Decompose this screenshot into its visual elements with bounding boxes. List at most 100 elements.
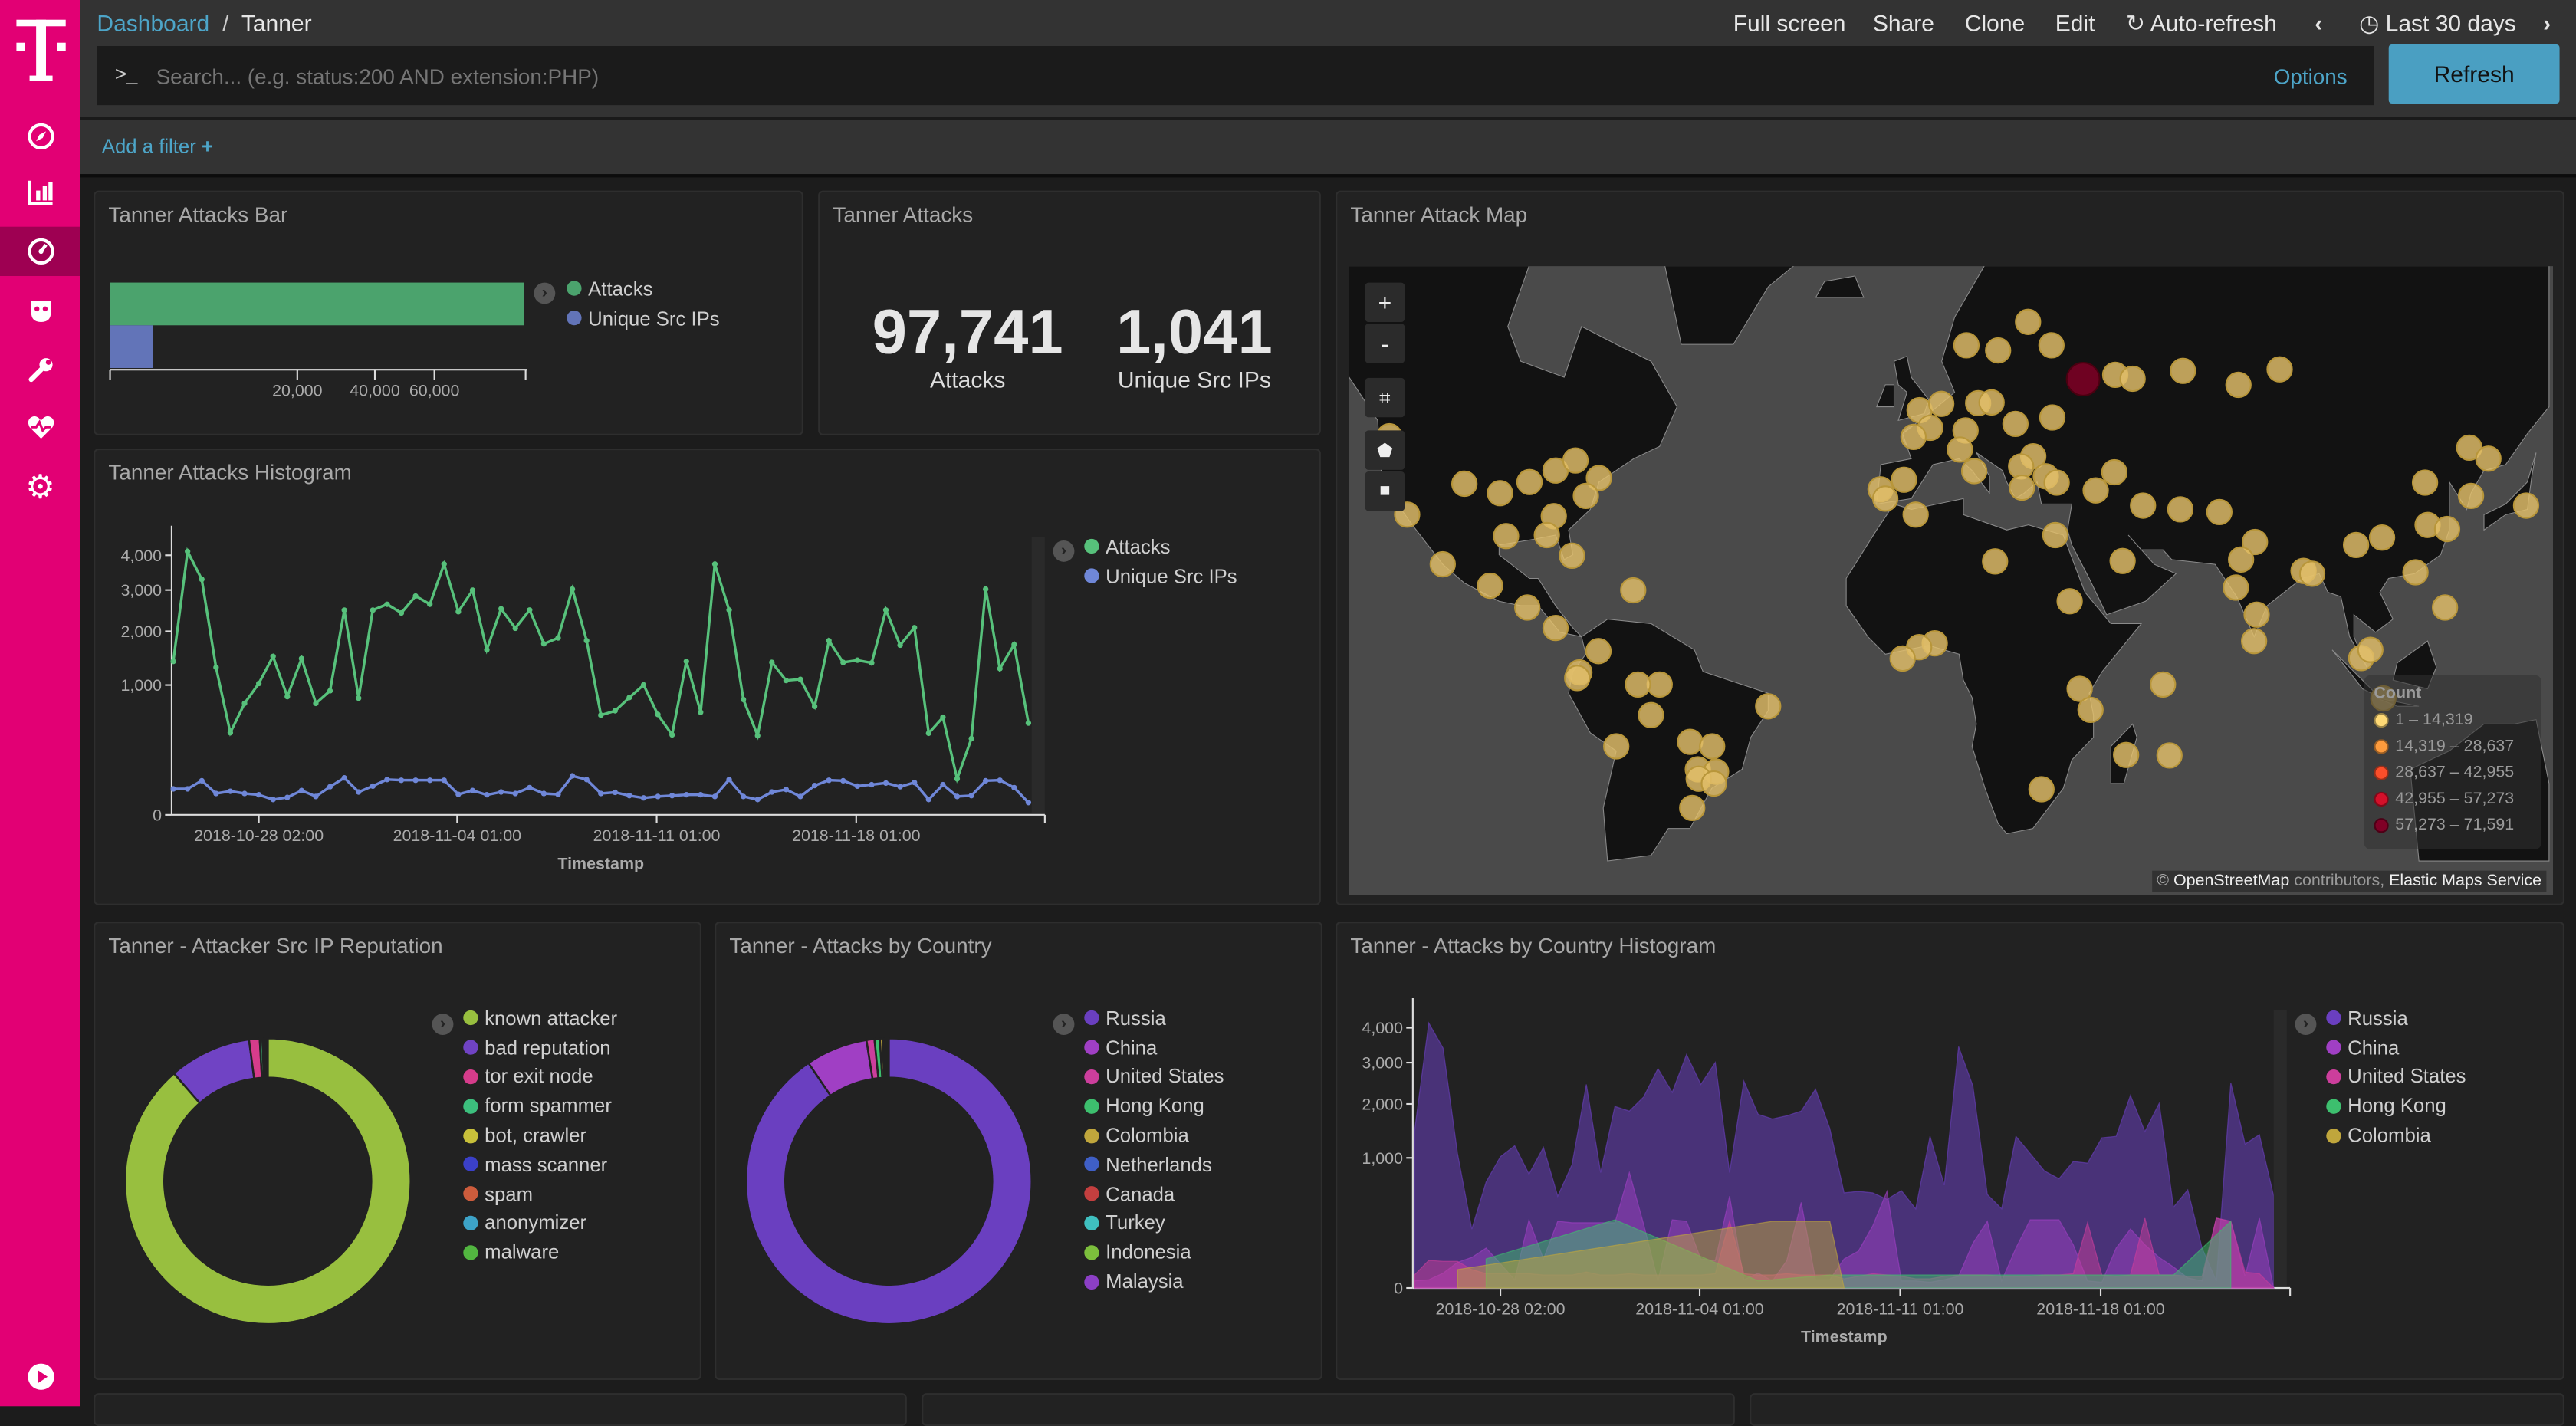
attack-location-marker[interactable]: [1985, 337, 2012, 364]
fit-bounds-button[interactable]: ⌗: [1365, 377, 1405, 418]
unique-src-ips-point[interactable]: [612, 789, 618, 796]
sidebar-item-dashboard[interactable]: [0, 226, 80, 276]
attack-location-marker[interactable]: [2225, 371, 2252, 399]
unique-src-ips-point[interactable]: [997, 777, 1003, 784]
unique-src-ips-point[interactable]: [427, 777, 433, 784]
attack-location-marker[interactable]: [2266, 356, 2293, 383]
unique-src-ips-point[interactable]: [527, 784, 533, 790]
attack-location-marker[interactable]: [2206, 498, 2233, 525]
attacks-point[interactable]: [698, 709, 704, 715]
time-forward-button[interactable]: ›: [2543, 10, 2551, 36]
attacks-point[interactable]: [726, 607, 732, 613]
legend-item[interactable]: Russia: [2326, 1004, 2466, 1033]
attack-location-marker[interactable]: [1900, 423, 1927, 451]
unique-src-ips-point[interactable]: [227, 788, 234, 794]
unique-src-ips-point[interactable]: [854, 783, 860, 790]
attack-location-marker[interactable]: [1700, 770, 1727, 797]
sidebar-item-monitoring[interactable]: [0, 402, 80, 452]
bar-attacks[interactable]: [110, 282, 524, 326]
attack-location-marker[interactable]: [1585, 638, 1612, 665]
attacks-point[interactable]: [540, 641, 547, 647]
unique-src-ips-point[interactable]: [455, 791, 462, 797]
attack-location-marker[interactable]: [1755, 693, 1782, 720]
attacks-point[interactable]: [213, 664, 219, 671]
unique-src-ips-point[interactable]: [298, 787, 305, 794]
attacks-point[interactable]: [840, 659, 846, 665]
unique-src-ips-point[interactable]: [555, 791, 561, 797]
slice-russia[interactable]: [744, 1037, 1033, 1326]
attacks-point[interactable]: [298, 656, 305, 662]
unique-src-ips-point[interactable]: [811, 782, 818, 789]
attack-location-marker[interactable]: [1603, 733, 1630, 760]
draw-polygon-button[interactable]: ⬟: [1365, 430, 1405, 470]
legend-toggle-button[interactable]: ›: [432, 1014, 454, 1035]
unique-src-ips-point[interactable]: [441, 777, 447, 784]
attack-location-marker[interactable]: [1572, 482, 1599, 510]
attack-location-marker[interactable]: [1982, 548, 2009, 575]
unique-src-ips-point[interactable]: [341, 775, 347, 781]
attack-location-marker[interactable]: [1871, 485, 1899, 512]
attacks-point[interactable]: [227, 730, 234, 736]
unique-src-ips-point[interactable]: [498, 789, 504, 795]
attacks-point[interactable]: [925, 730, 932, 737]
unique-src-ips-point[interactable]: [1025, 800, 1032, 806]
attacks-point[interactable]: [170, 659, 176, 665]
attacks-point[interactable]: [983, 586, 989, 593]
attacks-point[interactable]: [569, 586, 576, 593]
attack-location-marker[interactable]: [1493, 523, 1520, 550]
attacks-point[interactable]: [398, 610, 405, 616]
unique-src-ips-point[interactable]: [640, 795, 647, 801]
legend-item[interactable]: Netherlands: [1084, 1150, 1224, 1179]
slice-malaysia[interactable]: [886, 1037, 890, 1079]
attack-location-marker[interactable]: [2028, 776, 2055, 803]
attack-location-marker[interactable]: [2038, 332, 2065, 359]
attacks-point[interactable]: [327, 688, 334, 694]
legend-item[interactable]: Canada: [1084, 1179, 1224, 1208]
attacks-point[interactable]: [427, 601, 433, 607]
unique-src-ips-point[interactable]: [983, 777, 989, 784]
attack-location-marker[interactable]: [2431, 594, 2459, 621]
unique-src-ips-point[interactable]: [284, 794, 291, 800]
unique-src-ips-point[interactable]: [698, 791, 704, 798]
unique-src-ips-point[interactable]: [840, 777, 846, 784]
attack-location-marker[interactable]: [2002, 410, 2029, 437]
unique-src-ips-point[interactable]: [255, 791, 262, 798]
attack-location-marker[interactable]: [1978, 389, 2005, 416]
time-picker-button[interactable]: ◷ Last 30 days: [2359, 10, 2516, 38]
legend-item[interactable]: China: [2326, 1033, 2466, 1062]
attack-location-marker[interactable]: [2475, 445, 2502, 472]
unique-src-ips-point[interactable]: [583, 777, 590, 783]
attack-location-marker[interactable]: [2077, 696, 2104, 724]
attacks-point[interactable]: [1025, 720, 1032, 726]
attack-location-marker[interactable]: [1679, 794, 1706, 822]
legend-item[interactable]: malware: [463, 1237, 617, 1267]
attacks-point[interactable]: [826, 638, 832, 644]
attack-location-marker[interactable]: [1477, 572, 1503, 600]
attack-location-marker[interactable]: [2457, 482, 2485, 510]
attack-location-marker[interactable]: [1542, 614, 1569, 642]
attacks-point[interactable]: [512, 625, 518, 632]
clone-button[interactable]: Clone: [1964, 9, 2026, 37]
unique-src-ips-point[interactable]: [484, 791, 490, 798]
attacks-point[interactable]: [185, 548, 191, 554]
legend-item[interactable]: anonymizer: [463, 1208, 617, 1237]
attack-location-marker[interactable]: [2357, 636, 2384, 663]
attack-location-marker[interactable]: [2227, 546, 2255, 573]
unique-src-ips-point[interactable]: [826, 777, 832, 784]
unique-src-ips-point[interactable]: [512, 790, 518, 797]
attacks-point[interactable]: [783, 678, 790, 684]
attacks-point[interactable]: [583, 638, 590, 644]
attacks-point[interactable]: [897, 642, 903, 649]
line-attacks[interactable]: [172, 547, 1030, 784]
attack-location-marker[interactable]: [2411, 469, 2439, 496]
zoom-in-button[interactable]: +: [1365, 282, 1405, 322]
openstreetmap-link[interactable]: OpenStreetMap: [2173, 872, 2290, 891]
unique-src-ips-point[interactable]: [754, 797, 761, 803]
attacks-point[interactable]: [669, 731, 675, 738]
attacks-point[interactable]: [313, 700, 319, 707]
slice-known-attacker[interactable]: [123, 1037, 412, 1326]
legend-item[interactable]: bad reputation: [463, 1033, 617, 1062]
unique-src-ips-point[interactable]: [370, 783, 376, 790]
attack-location-marker[interactable]: [2402, 559, 2429, 586]
attack-location-marker[interactable]: [2065, 361, 2101, 396]
